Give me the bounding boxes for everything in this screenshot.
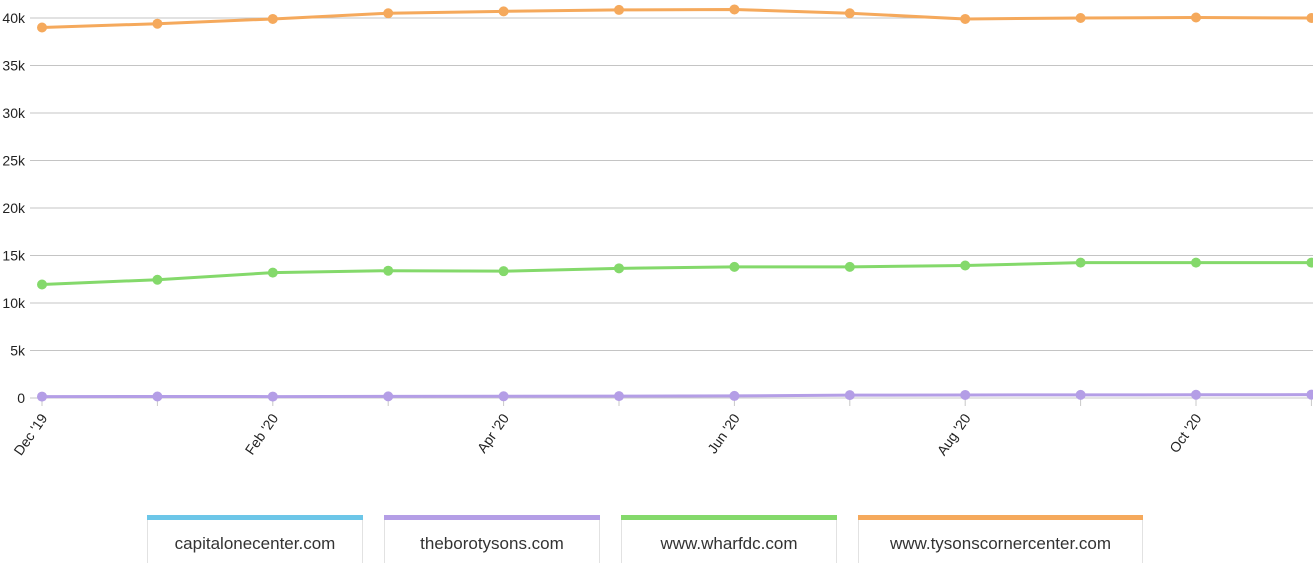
x-tick-label: Aug '20 (934, 410, 974, 458)
data-point[interactable] (267, 391, 278, 402)
data-point[interactable] (729, 4, 740, 15)
series-3 (37, 4, 1313, 33)
y-tick-label: 5k (10, 343, 26, 359)
data-point[interactable] (844, 8, 855, 19)
x-tick-label: Dec '19 (10, 410, 50, 458)
series-line (41, 393, 1312, 399)
series-line (41, 261, 1312, 286)
data-point[interactable] (1191, 12, 1201, 23)
legend-item-capitalonecenter[interactable]: capitalonecenter.com (147, 515, 363, 563)
series-1 (37, 389, 1313, 402)
data-point[interactable] (37, 279, 47, 290)
legend-label: www.wharfdc.com (660, 534, 798, 553)
y-tick-label: 10k (2, 295, 26, 311)
gridlines (30, 17, 1313, 399)
data-point[interactable] (383, 8, 394, 19)
data-point[interactable] (729, 390, 740, 401)
data-point[interactable] (152, 274, 163, 285)
data-point[interactable] (960, 260, 971, 271)
legend-item-theborotysons[interactable]: theborotysons.com (384, 515, 600, 563)
data-point[interactable] (267, 13, 278, 24)
data-point[interactable] (1075, 257, 1086, 268)
series-lines (37, 4, 1313, 402)
y-tick-label: 15k (2, 248, 26, 264)
data-point[interactable] (1306, 13, 1313, 23)
line-chart: 0 5k 10k 15k 20k 25k 30k 35k 40k Dec '19 Feb '20 A… (2, 4, 1313, 458)
data-point[interactable] (152, 391, 163, 402)
data-point[interactable] (1075, 389, 1086, 400)
legend-item-wharfdc[interactable]: www.wharfdc.com (621, 515, 837, 563)
data-point[interactable] (1306, 257, 1313, 268)
x-tick-label: Jun '20 (704, 410, 743, 456)
legend-item-tysonscornercenter[interactable]: www.tysonscornercenter.com (858, 515, 1143, 563)
legend-swatch (384, 515, 600, 520)
legend-label: www.tysonscornercenter.com (889, 534, 1112, 553)
legend: capitalonecenter.com theborotysons.com w… (0, 515, 1313, 563)
legend-swatch (147, 515, 363, 520)
x-tick-label: Feb '20 (242, 410, 282, 457)
series-2 (37, 257, 1313, 290)
y-tick-label: 30k (2, 105, 26, 121)
data-point[interactable] (729, 261, 740, 272)
legend-swatch (621, 515, 837, 520)
data-point[interactable] (960, 13, 971, 24)
y-tick-label: 20k (2, 200, 26, 216)
series-line (41, 7, 1312, 29)
data-point[interactable] (498, 391, 509, 402)
data-point[interactable] (614, 391, 624, 402)
data-point[interactable] (1191, 389, 1201, 400)
legend-label: capitalonecenter.com (174, 534, 336, 553)
legend-label: theborotysons.com (420, 534, 564, 553)
y-tick-label: 40k (2, 10, 26, 26)
data-point[interactable] (152, 18, 163, 29)
y-tick-label: 25k (2, 153, 26, 169)
y-tick-label: 0 (17, 390, 25, 406)
data-point[interactable] (1075, 13, 1086, 23)
y-tick-label: 35k (2, 58, 26, 74)
x-tick-label: Oct '20 (1166, 410, 1204, 455)
data-point[interactable] (267, 267, 278, 278)
data-point[interactable] (383, 265, 394, 276)
data-point[interactable] (614, 263, 624, 274)
data-point[interactable] (960, 389, 971, 400)
data-point[interactable] (37, 22, 47, 33)
y-axis-tick-labels: 0 5k 10k 15k 20k 25k 30k 35k 40k (2, 10, 26, 406)
data-point[interactable] (37, 391, 47, 402)
x-axis: Dec '19 Feb '20 Apr '20 Jun '20 Aug '20 Oct '… (10, 398, 1312, 458)
data-point[interactable] (614, 4, 624, 15)
x-tick-label: Apr '20 (474, 410, 512, 455)
data-point[interactable] (844, 390, 855, 401)
data-point[interactable] (844, 261, 855, 272)
data-point[interactable] (1306, 389, 1313, 400)
data-point[interactable] (1191, 257, 1201, 268)
data-point[interactable] (498, 6, 509, 17)
data-point[interactable] (498, 266, 509, 277)
data-point[interactable] (383, 391, 394, 402)
legend-swatch (858, 515, 1143, 520)
